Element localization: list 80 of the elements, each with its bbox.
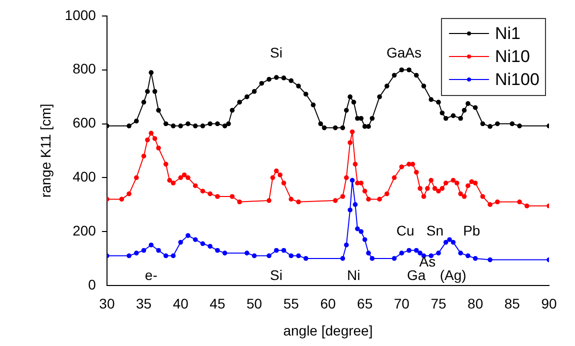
x-axis-title: angle [degree] <box>283 322 373 338</box>
x-tick-label: 35 <box>136 296 152 312</box>
point <box>348 208 352 212</box>
annotation: Cu <box>396 222 414 238</box>
x-tick-label: 40 <box>172 296 189 312</box>
point <box>406 248 412 253</box>
point <box>340 256 346 261</box>
point <box>472 256 478 261</box>
point <box>178 240 184 245</box>
annotation: (Ag) <box>440 266 466 283</box>
point <box>344 242 349 248</box>
point <box>352 202 358 207</box>
x-tick-label: 45 <box>210 296 226 312</box>
point <box>370 256 375 261</box>
point <box>148 242 154 248</box>
point <box>392 256 397 261</box>
annotation: As <box>419 253 436 270</box>
annotation: Si <box>270 44 282 61</box>
point <box>466 253 470 258</box>
point <box>208 244 212 249</box>
point <box>186 233 190 238</box>
x-tick-label: 90 <box>541 296 557 312</box>
point <box>126 253 132 258</box>
x-tick-label: 75 <box>430 296 446 312</box>
x-tick-label: 60 <box>320 296 336 312</box>
x-tick-label: 55 <box>283 296 300 312</box>
y-tick-label: 800 <box>72 60 96 77</box>
annotation: Si <box>270 266 282 283</box>
y-tick-label: 600 <box>72 114 96 131</box>
point <box>414 248 419 253</box>
point <box>281 248 286 253</box>
point <box>303 256 308 261</box>
x-tick-label: 30 <box>99 296 115 312</box>
x-tick-label: 85 <box>504 296 520 312</box>
y-tick-label: 0 <box>88 276 96 292</box>
legend-label: Ni10 <box>495 47 530 66</box>
point <box>192 237 198 242</box>
point <box>266 253 272 258</box>
point <box>366 250 371 256</box>
point <box>362 237 368 242</box>
annotation: e- <box>144 266 158 283</box>
point <box>350 178 355 183</box>
x-tick-label: 50 <box>246 296 262 312</box>
point <box>458 250 463 256</box>
annotation: GaAs <box>386 44 422 61</box>
point <box>443 240 448 245</box>
point <box>215 248 220 253</box>
point <box>288 253 294 258</box>
x-tick-label: 70 <box>394 296 410 312</box>
annotation: Pb <box>463 222 480 238</box>
x-tick-label: 65 <box>357 296 373 312</box>
point <box>156 248 161 253</box>
point <box>296 253 301 258</box>
y-axis-title: range K11 [cm] <box>37 104 54 198</box>
y-tick-label: 1000 <box>64 6 96 23</box>
legend-label: Ni100 <box>495 70 540 90</box>
point <box>488 257 492 262</box>
point <box>163 253 168 258</box>
point <box>222 250 228 256</box>
point <box>436 250 441 256</box>
point <box>355 226 360 232</box>
point <box>358 229 364 234</box>
point <box>418 250 422 256</box>
annotation: Ni <box>346 266 360 283</box>
legend-label: Ni1 <box>495 24 521 44</box>
point <box>200 241 206 246</box>
point <box>244 250 250 256</box>
x-tick-label: 80 <box>468 296 484 312</box>
point <box>399 250 404 256</box>
y-tick-label: 400 <box>72 168 96 184</box>
annotation: Sn <box>426 222 444 238</box>
point <box>447 237 452 242</box>
point <box>170 253 176 258</box>
point <box>252 253 257 258</box>
point <box>134 250 139 256</box>
annotation: Ga <box>407 266 426 283</box>
point <box>450 240 456 245</box>
point <box>141 248 146 253</box>
y-tick-label: 200 <box>72 222 96 238</box>
point <box>274 248 279 253</box>
